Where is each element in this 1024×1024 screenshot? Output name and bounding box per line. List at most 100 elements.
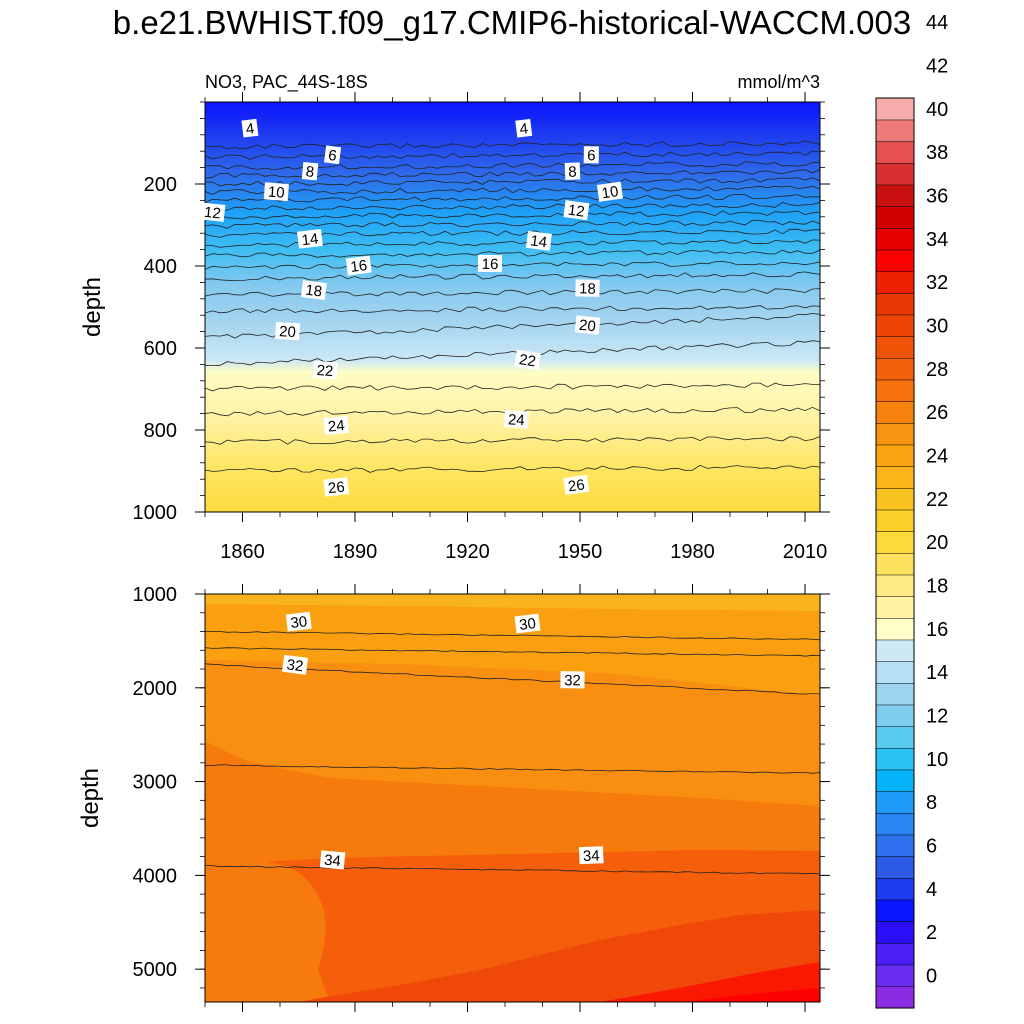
lower-y-tick-label: 1000 xyxy=(133,584,178,606)
colorbar-swatch xyxy=(875,964,915,987)
colorbar-swatch xyxy=(875,812,915,836)
upper-contour-label-text: 22 xyxy=(316,362,334,380)
colorbar-swatch xyxy=(875,141,915,164)
upper-contour-line-25 xyxy=(205,436,820,445)
upper-contour-label: 26 xyxy=(323,477,350,498)
upper-contour-label-text: 8 xyxy=(305,163,315,181)
upper-contour-label: 4 xyxy=(515,118,533,138)
upper-contour-label-bg xyxy=(199,202,226,222)
upper-contour-line-21 xyxy=(205,313,820,339)
colorbar-label: 18 xyxy=(926,576,948,598)
lower-y-tick-label: 3000 xyxy=(133,772,178,794)
colorbar-swatch xyxy=(875,184,915,207)
upper-contour-label-text: 14 xyxy=(529,232,548,251)
colorbar-label: 10 xyxy=(926,749,948,771)
upper-x-tick-label: 1860 xyxy=(220,541,265,563)
colorbar-swatch xyxy=(875,444,915,467)
lower-y-tick-label: 2000 xyxy=(133,678,178,700)
upper-contour-line-12 xyxy=(205,210,820,220)
upper-contour-label-text: 16 xyxy=(350,257,369,276)
colorbar-swatch xyxy=(875,422,915,446)
lower-contour-label-bg xyxy=(578,846,604,865)
lower-panel-frame xyxy=(204,593,821,1003)
upper-contour-label-bg xyxy=(563,474,590,495)
colorbar-swatch xyxy=(875,617,915,641)
upper-contour-label-bg xyxy=(563,200,590,221)
upper-contour-line-20 xyxy=(205,305,820,314)
colorbar-swatch xyxy=(875,249,915,272)
lower-band-36 xyxy=(300,910,820,1002)
upper-contour-label-bg xyxy=(312,360,338,380)
lower-contour-line-30 xyxy=(205,630,820,641)
colorbar-swatch xyxy=(875,531,915,554)
upper-contour-label: 20 xyxy=(574,315,601,336)
upper-y-tick-label: 200 xyxy=(144,174,177,196)
lower-contour-line-33 xyxy=(205,764,820,774)
units-label: mmol/m^3 xyxy=(738,72,820,92)
upper-contour-label: 18 xyxy=(575,279,600,298)
colorbar-swatch xyxy=(875,271,915,294)
variable-label: NO3, PAC_44S-18S xyxy=(205,72,368,93)
colorbar: 0246810121416182022242628303234363840424… xyxy=(875,12,948,1009)
upper-contour-line-17 xyxy=(205,261,820,270)
upper-contour-label: 10 xyxy=(596,181,623,202)
colorbar-swatch xyxy=(875,336,915,359)
upper-x-tick-label: 1920 xyxy=(445,541,490,563)
colorbar-label: 36 xyxy=(926,186,948,208)
colorbar-label: 6 xyxy=(926,836,937,858)
colorbar-frame xyxy=(875,97,915,1009)
colorbar-swatch xyxy=(875,639,915,662)
upper-contour-label-text: 6 xyxy=(587,147,596,164)
colorbar-label: 4 xyxy=(926,879,937,901)
colorbar-label: 28 xyxy=(926,359,948,381)
upper-contour-label-text: 22 xyxy=(518,351,537,370)
upper-contour-label-bg xyxy=(301,162,319,181)
lower-contour-label-bg xyxy=(285,611,312,632)
upper-contour-label-text: 12 xyxy=(567,202,586,221)
upper-contour-label-text: 20 xyxy=(578,317,596,336)
colorbar-label: 40 xyxy=(926,99,948,121)
colorbar-swatch xyxy=(875,509,915,532)
upper-contour-label-bg xyxy=(323,415,349,435)
upper-contour-label-bg xyxy=(525,230,552,251)
colorbar-swatch xyxy=(875,227,915,251)
colorbar-swatch xyxy=(875,661,915,684)
lower-y-tick-label: 5000 xyxy=(133,959,178,981)
upper-contour-label-text: 8 xyxy=(568,164,577,181)
upper-contour-label-bg xyxy=(323,477,350,497)
colorbar-swatch xyxy=(875,986,915,1009)
upper-contour-label-bg xyxy=(503,410,529,429)
upper-contour-label: 26 xyxy=(563,474,590,495)
lower-y-axis-title: depth xyxy=(77,768,104,828)
lower-contour-label-text: 34 xyxy=(583,847,600,865)
upper-contour-label-text: 24 xyxy=(327,417,345,435)
colorbar-swatch xyxy=(875,856,915,879)
colorbar-label: 42 xyxy=(926,56,948,78)
upper-contour-line-4 xyxy=(205,140,820,150)
colorbar-swatch xyxy=(875,834,915,857)
upper-contour-label: 6 xyxy=(583,146,599,164)
upper-contour-label: 6 xyxy=(324,145,342,165)
colorbar-swatch xyxy=(875,747,915,771)
lower-contour-label-bg xyxy=(560,671,585,689)
colorbar-swatch xyxy=(875,314,915,337)
colorbar-swatch xyxy=(875,899,915,922)
upper-contour-line-10 xyxy=(205,193,820,203)
lower-y-tick-label: 4000 xyxy=(133,865,178,887)
colorbar-swatch xyxy=(875,119,915,142)
upper-contour-label-text: 26 xyxy=(327,479,345,498)
lower-contour-label: 32 xyxy=(560,671,585,689)
lower-axes: 1000 2000 3000 4000 5000 xyxy=(133,584,830,1012)
upper-contour-line-26 xyxy=(205,464,820,473)
upper-contour-label: 18 xyxy=(300,280,327,301)
upper-y-tick-label: 1000 xyxy=(133,502,178,524)
upper-contour-label-bg xyxy=(564,162,581,180)
upper-contour-label: 24 xyxy=(503,410,529,429)
lower-contour-label: 34 xyxy=(578,846,604,865)
upper-y-tick-label: 800 xyxy=(144,420,177,442)
upper-contour-label-bg xyxy=(297,229,323,249)
upper-contour-label: 14 xyxy=(525,230,552,251)
colorbar-swatch xyxy=(875,162,915,186)
upper-contour-label: 8 xyxy=(564,162,581,181)
